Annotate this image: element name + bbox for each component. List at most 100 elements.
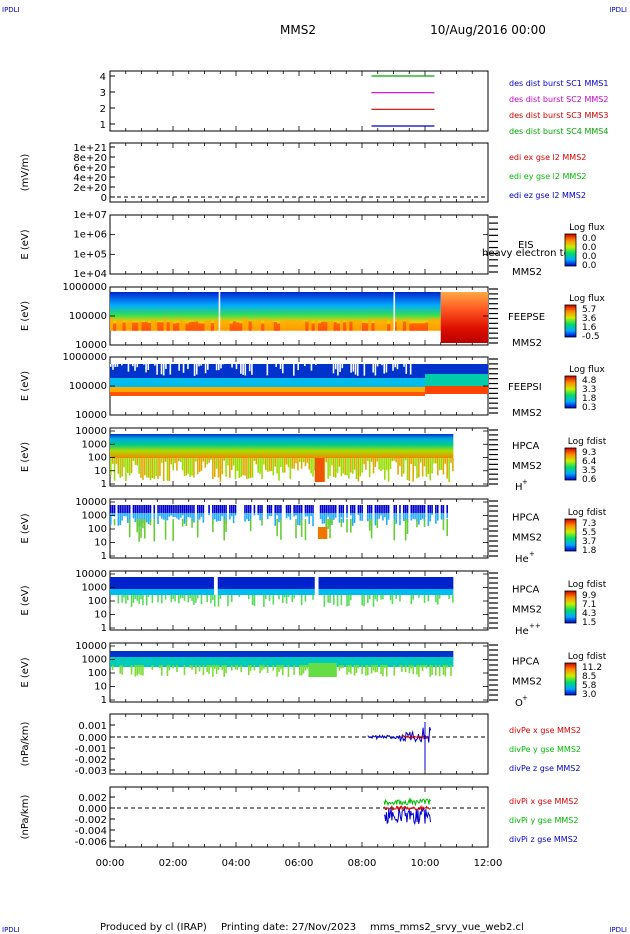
spectrogram-cell [110,513,112,525]
spectrogram-cell [266,458,269,472]
spectrogram-cell [323,513,326,524]
spectrogram-cell [123,513,125,517]
hpca-spectrogram [142,505,144,513]
spacecraft-label: MMS2 [512,533,542,544]
spectrogram-cell [110,318,114,331]
spectrogram-cell [308,513,311,524]
time-tick-label: 10:00 [411,858,440,869]
spectrogram-cell [361,513,363,521]
spectrogram-cell [368,519,371,531]
spectrogram-cell [144,513,146,521]
spectrogram-cell [421,665,424,672]
spectrogram-cell [166,458,169,481]
hpca-spectrogram [378,505,380,513]
spectrogram-cell [200,513,203,517]
spectrogram-cell [230,458,233,471]
spectrogram-cell [220,319,224,331]
spectrogram-cell [374,458,377,467]
spectrogram-cell [376,458,379,462]
spectrogram-cell [153,519,156,542]
spectrogram-cell [132,513,135,519]
hpca-spectrogram [319,505,322,513]
spectrogram-cell [435,513,437,524]
spectrogram-cell [409,323,413,331]
hpca-spectrogram [385,505,388,513]
time-tick-label: 04:00 [222,858,251,869]
spectrogram-cell [385,458,388,471]
spectrogram-cell [187,513,190,517]
spectrogram-cell [342,513,345,523]
hpca-spectrogram [412,505,414,513]
spectrogram-cell [140,519,142,538]
spectrogram-cell [138,458,140,474]
spectrogram-cell [312,513,314,527]
spectrogram-cell [116,319,120,331]
spectrogram-cell [198,513,201,520]
spacecraft-title: MMS2 [280,23,316,37]
spectrogram-cell [236,458,239,471]
spectrogram-cell [408,458,411,481]
hpca-spectrogram [295,505,297,513]
spectrogram-cell [412,458,414,482]
spectrogram-cell [402,458,405,474]
spectrogram-cell [421,458,424,477]
spectrogram-cell [181,513,184,516]
spectrogram-cell [193,458,195,478]
hpca-spectrogram [189,505,191,513]
data-gap [297,364,299,371]
spectrogram-cell [363,595,365,607]
hpca-spectrogram [338,505,341,513]
hpca-spectrogram [168,505,171,513]
spectrogram-cell [374,318,378,331]
hpca-spectrogram [274,505,277,513]
hpca-spectrogram [147,505,150,513]
spectrogram-cell [365,458,367,470]
spectrogram-cell [227,595,229,607]
spectrogram-cell [249,458,252,478]
y-tick-label: 1e+05 [73,249,107,260]
spectrogram-cell [217,595,220,607]
spectrogram-cell [207,320,211,331]
spectrogram-cell [329,458,331,476]
spectrogram-cell [134,458,137,465]
spectrogram-cell [140,595,142,600]
spectrogram-cell [280,513,282,521]
y-tick-label: 0.000 [78,804,107,815]
spectrogram-cell [287,665,290,677]
spectrogram-cell [119,665,122,674]
spacecraft-label: MMS2 [512,461,542,472]
spectrogram-cell [367,595,369,603]
spectrogram-cell [321,321,325,331]
spectrogram-cell [357,458,360,482]
spectrogram-cell [446,458,448,479]
data-gap [116,364,119,367]
spectrogram-cell [349,321,353,331]
spectrogram-cell [306,513,309,517]
spectrogram-cell [295,513,297,516]
spectrogram-cell [295,458,297,464]
spectrogram-cell [147,595,150,598]
hpca-spectrogram [125,505,127,513]
spectrogram-cell [128,319,133,331]
hpca-spectrogram [170,505,173,513]
spectrogram-cell [448,458,450,482]
data-gap [147,364,150,370]
spectrogram-cell [230,513,233,517]
spectrogram-cell [166,513,169,521]
hpca-spectrogram [247,505,250,513]
spectrogram-cell [414,458,416,467]
spectrogram-cell [304,665,307,671]
spectrogram-cell [352,320,356,331]
spectrogram-cell [436,513,439,521]
spectrogram-cell [327,595,329,603]
spectrogram-cell [264,458,267,471]
y-tick-label: 1000 [82,655,107,666]
spectrogram-cell [436,458,439,476]
spectrogram-cell [198,458,201,472]
spectrogram-cell [245,319,249,331]
y-tick-label: 10 [94,682,107,693]
spectrogram-cell [159,665,161,669]
panel-feepse: 1000000 100000 10000 E (eV) FEEPSE MMS2 Log fl… [20,282,605,351]
data-gap [134,364,136,371]
